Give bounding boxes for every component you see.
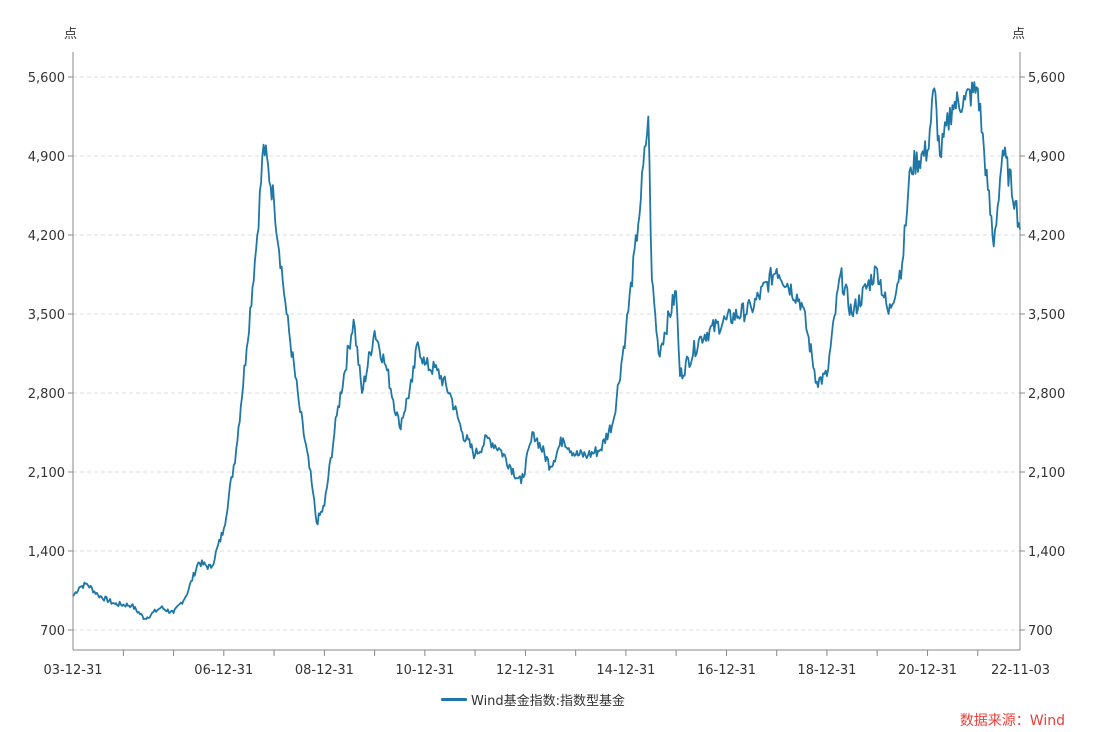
x-tick-label: 20-12-31 — [898, 663, 957, 678]
grid-lines — [73, 76, 1020, 631]
series-group — [72, 81, 1021, 620]
y-tick-label: 700 — [1028, 624, 1053, 639]
x-tick-label: 08-12-31 — [295, 663, 354, 678]
y-tick-label: 3,500 — [28, 308, 65, 323]
x-tick-label: 16-12-31 — [697, 663, 756, 678]
legend-label: Wind基金指数:指数型基金 — [471, 694, 626, 709]
x-tick-label: 10-12-31 — [395, 663, 454, 678]
axes — [72, 52, 1021, 651]
y-tick-label: 2,100 — [1028, 466, 1065, 481]
y-tick-label: 2,800 — [28, 387, 65, 402]
y-tick-label: 4,200 — [28, 229, 65, 244]
y-tick-label: 5,600 — [28, 71, 65, 86]
x-tick-label: 12-12-31 — [496, 663, 555, 678]
x-axis: 03-12-31 06-12-31 08-12-31 10-12-31 12-12-31… — [43, 650, 1050, 678]
y-unit-left: 点 — [64, 27, 77, 42]
y-tick-label: 4,900 — [28, 150, 65, 165]
data-source-note: 数据来源：Wind — [959, 713, 1065, 729]
legend-swatch — [441, 698, 467, 701]
y-tick-label: 4,200 — [1028, 229, 1065, 244]
y-tick-label: 3,500 — [1028, 308, 1065, 323]
x-tick-label: 03-12-31 — [43, 663, 102, 678]
x-tick-label: 18-12-31 — [797, 663, 856, 678]
y-axis-left: 700 1,400 2,100 2,800 3,500 4,200 4,900 5,600 — [28, 71, 73, 639]
series-line — [72, 81, 1021, 620]
x-tick-label: 14-12-31 — [596, 663, 655, 678]
legend: Wind基金指数:指数型基金 — [441, 690, 625, 709]
y-tick-label: 700 — [40, 624, 65, 639]
y-axis-right: 700 1,400 2,100 2,800 3,500 4,200 4,900 5,600 — [1020, 71, 1065, 639]
y-tick-label: 2,800 — [1028, 387, 1065, 402]
y-tick-label: 5,600 — [1028, 71, 1065, 86]
y-unit-right: 点 — [1012, 27, 1025, 42]
x-tick-label: 22-11-03 — [991, 663, 1050, 678]
y-tick-label: 2,100 — [28, 466, 65, 481]
y-tick-label: 1,400 — [1028, 545, 1065, 560]
y-tick-label: 1,400 — [28, 545, 65, 560]
y-tick-label: 4,900 — [1028, 150, 1065, 165]
x-tick-label: 06-12-31 — [194, 663, 253, 678]
